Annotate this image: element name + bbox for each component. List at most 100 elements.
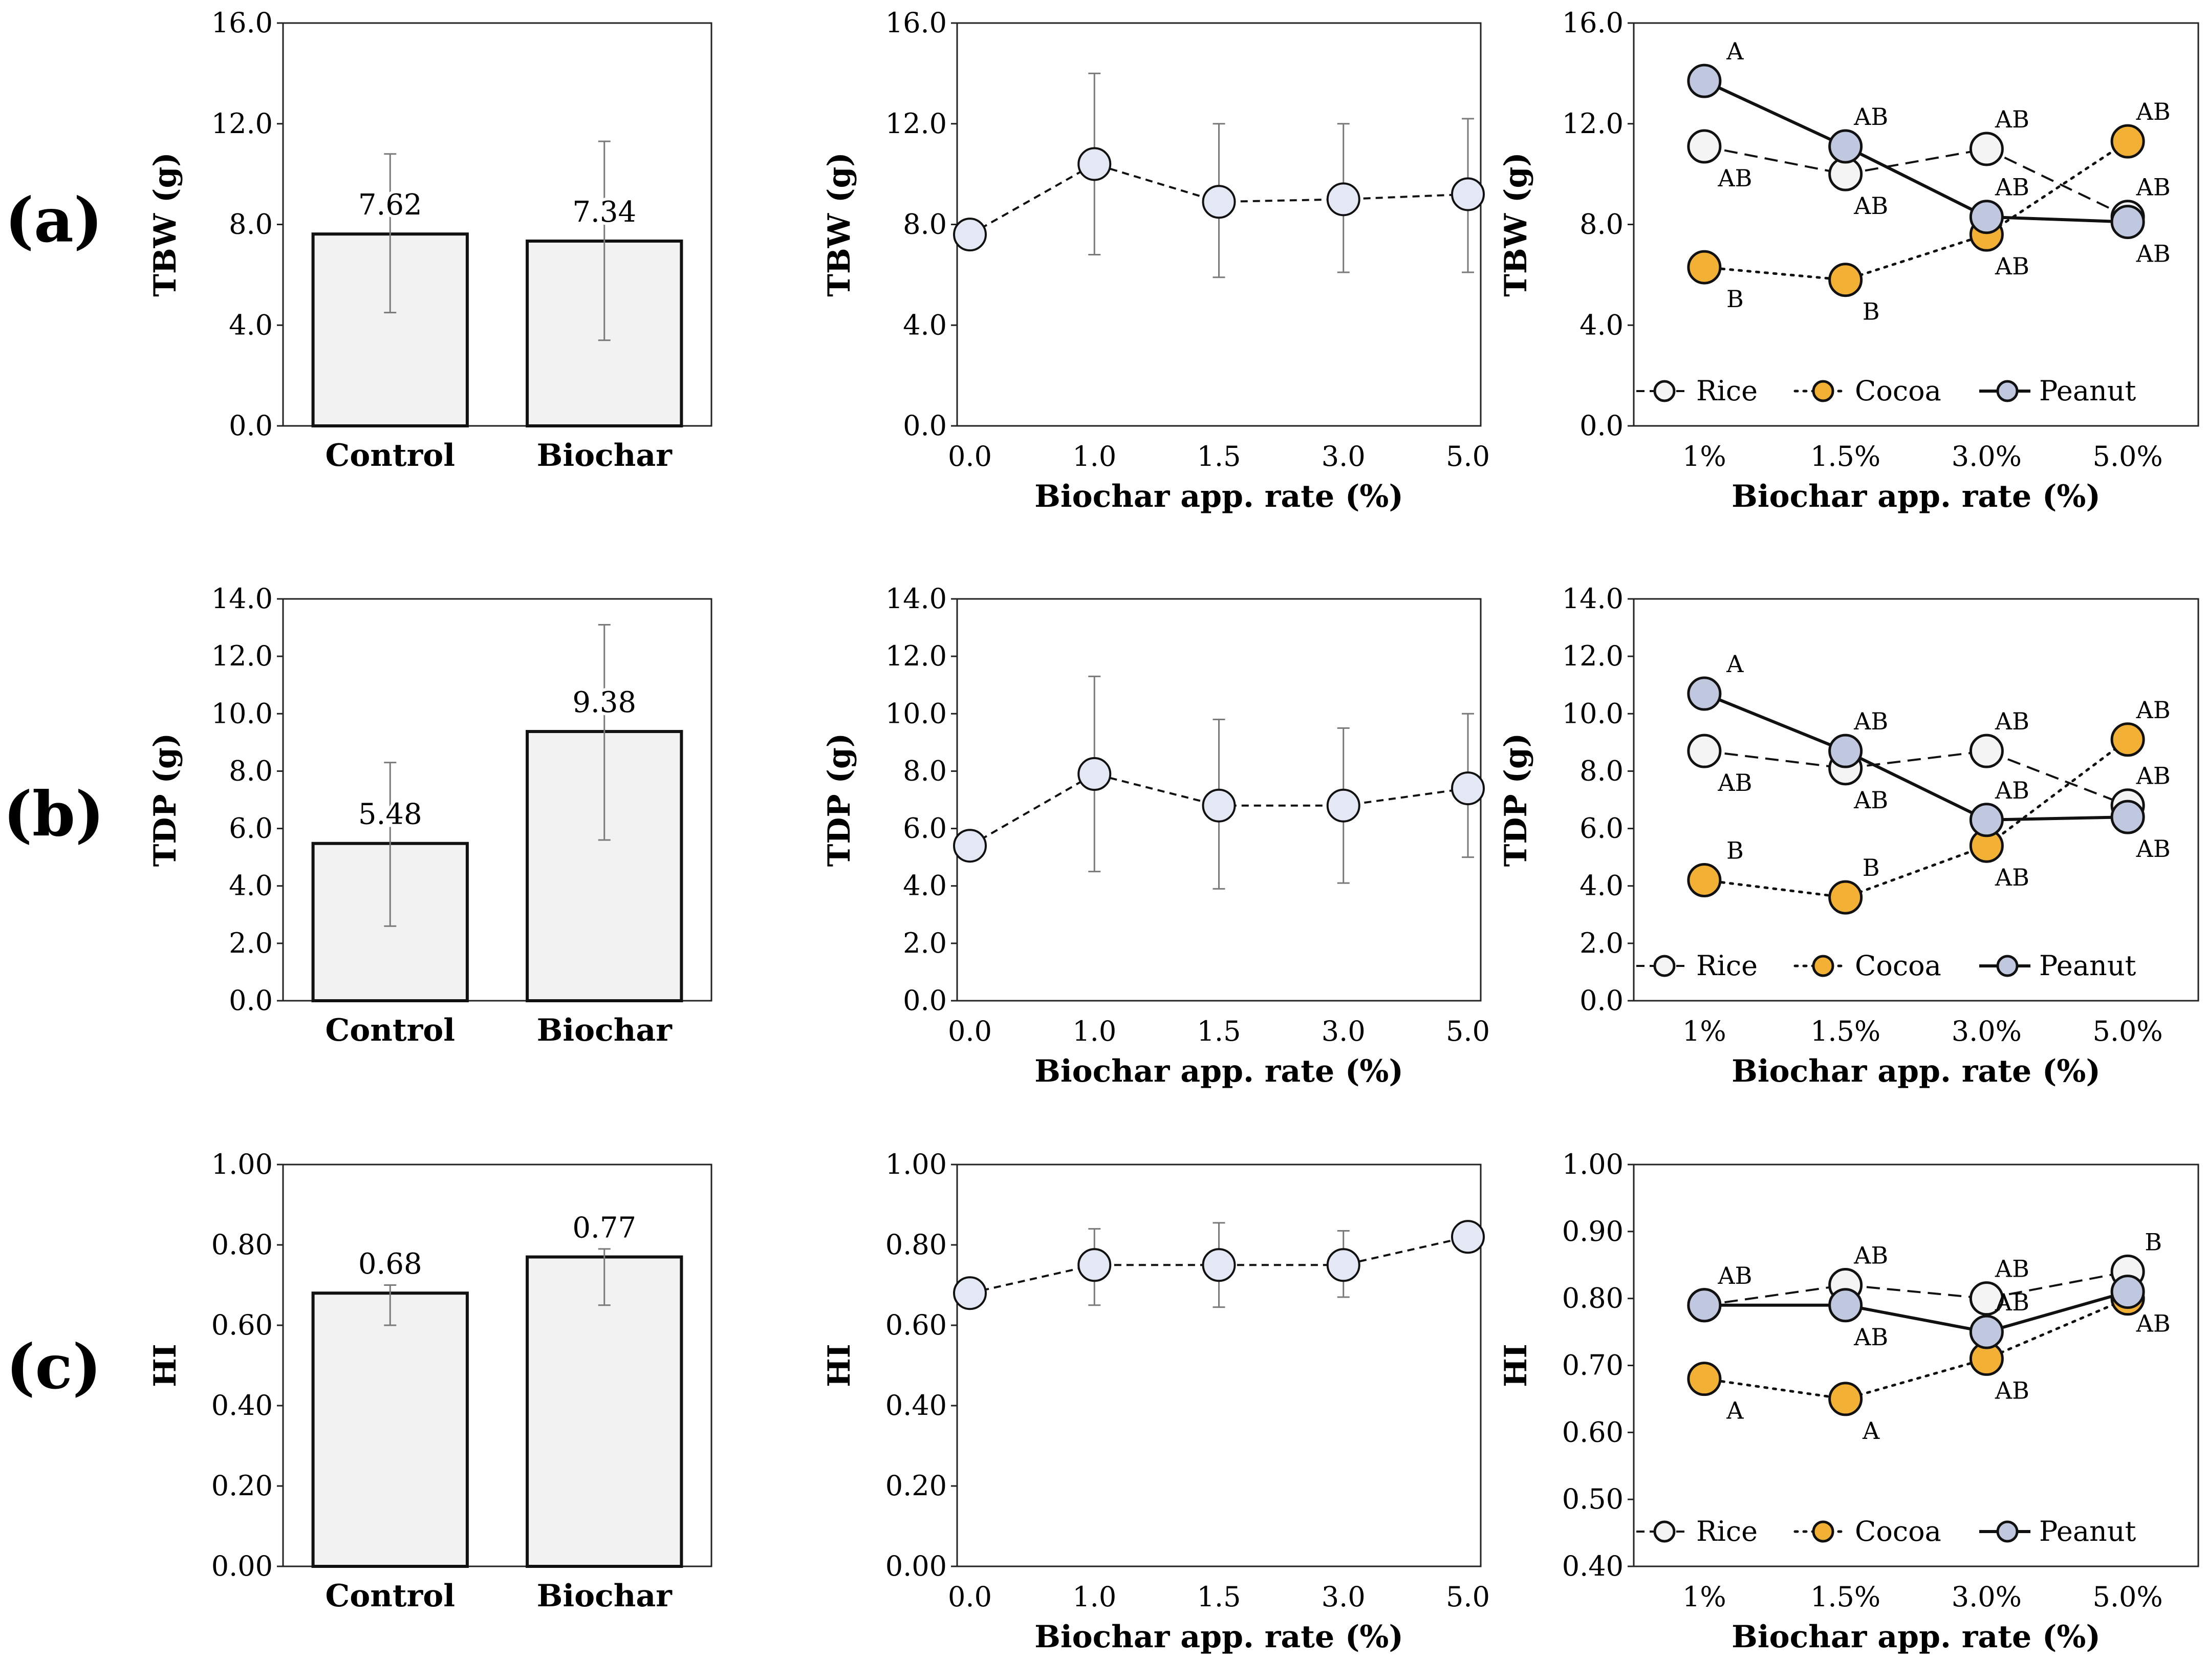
significance-letter: AB <box>1995 105 2029 133</box>
y-tick-label: 0.20 <box>885 1470 947 1502</box>
y-tick-label: 0.90 <box>1562 1215 1624 1247</box>
y-tick-label: 0.20 <box>211 1470 273 1502</box>
point-peanut <box>1828 1288 1863 1323</box>
x-tick-label: 3.0% <box>1952 440 2022 472</box>
point-cocoa <box>1687 250 1722 285</box>
point-cocoa <box>1828 263 1863 297</box>
point-peanut <box>1969 803 2004 837</box>
y-axis-title: TBW (g) <box>1498 152 1534 296</box>
legend-label-cocoa: Cocoa <box>1855 950 1941 982</box>
significance-letter: AB <box>1995 174 2029 201</box>
x-tick-label: 1% <box>1682 1581 1726 1613</box>
significance-letter: AB <box>2136 240 2171 268</box>
legend-marker-cocoa <box>1812 955 1834 977</box>
significance-letter: AB <box>1717 1262 1752 1289</box>
data-point <box>1077 147 1112 181</box>
x-tick-label: 1.5% <box>1810 1015 1880 1047</box>
y-tick-label: 12.0 <box>211 107 273 140</box>
panel-b-bar: 0.0 2.0 4.0 6.0 8.0 10.0 12.0 14.0 TDP (g) Contro… <box>147 583 712 1048</box>
x-tick-label: Biochar <box>537 1013 673 1048</box>
data-point <box>953 829 987 863</box>
legend-marker-peanut <box>1996 380 2019 402</box>
y-tick-label: 16.0 <box>211 7 273 39</box>
significance-letter: A <box>1726 650 1744 678</box>
data-point <box>1202 1248 1236 1282</box>
y-tick-label: 2.0 <box>903 927 947 959</box>
point-peanut <box>1687 676 1722 711</box>
y-tick-label: 8.0 <box>903 755 947 787</box>
legend-marker-peanut <box>1996 955 2019 977</box>
panel-b-multi: 0.0 2.0 4.0 6.0 8.0 10.0 12.0 14.0 TDP (g) 1% 1.5%… <box>1498 583 2199 1089</box>
y-tick-label: 0.60 <box>885 1309 947 1341</box>
point-peanut <box>1969 1315 2004 1349</box>
x-tick-label: 5.0 <box>1446 1581 1490 1613</box>
y-tick-label: 0.0 <box>229 410 273 442</box>
value-label: 7.62 <box>358 188 422 222</box>
y-tick-label: 0.00 <box>885 1550 947 1582</box>
point-cocoa <box>1687 863 1722 897</box>
y-tick-label: 0.60 <box>211 1309 273 1341</box>
y-axis-title: TDP (g) <box>147 733 183 867</box>
legend: Rice Cocoa Peanut <box>1636 950 2136 982</box>
point-cocoa <box>1828 1382 1863 1416</box>
x-tick-label: 1.5 <box>1197 1581 1241 1613</box>
y-tick-label: 14.0 <box>1562 583 1624 615</box>
legend-marker-rice <box>1653 955 1676 977</box>
significance-letter: B <box>1863 854 1880 881</box>
x-tick-label: 3.0% <box>1952 1015 2022 1047</box>
data-point <box>1451 177 1485 211</box>
significance-letter: B <box>2145 1228 2162 1256</box>
legend-label-cocoa: Cocoa <box>1855 1515 1941 1547</box>
y-tick-label: 0.0 <box>903 410 947 442</box>
data-point <box>1326 182 1360 217</box>
x-tick-label: 1% <box>1682 440 1726 472</box>
legend-label-rice: Rice <box>1696 950 1758 982</box>
significance-letter: AB <box>2136 1310 2171 1338</box>
series-line-peanut <box>1703 692 2128 822</box>
significance-letter: A <box>1862 1417 1880 1445</box>
y-tick-label: 1.00 <box>211 1148 273 1180</box>
significance-letter: AB <box>1995 1376 2029 1404</box>
x-tick-label: 0.0 <box>948 1015 992 1047</box>
legend-label-peanut: Peanut <box>2039 375 2136 407</box>
series-line-cocoa <box>1703 738 2129 899</box>
significance-letter: AB <box>1853 786 1888 814</box>
legend-marker-cocoa <box>1812 380 1834 402</box>
x-tick-label: 5.0% <box>2093 1581 2163 1613</box>
plot-frame <box>1633 598 2199 1002</box>
y-tick-label: 6.0 <box>1579 812 1624 845</box>
panel-b-line: 0.0 2.0 4.0 6.0 8.0 10.0 12.0 14.0 TDP (g) 0.0 1.0… <box>821 583 1490 1089</box>
x-tick-label: Biochar <box>537 1578 673 1614</box>
x-tick-label: 1.5% <box>1810 440 1880 472</box>
data-point <box>1202 185 1236 219</box>
significance-letter: AB <box>1717 164 1752 192</box>
y-axis-title: TDP (g) <box>1498 733 1534 867</box>
significance-letter: AB <box>1995 777 2029 804</box>
series-line-peanut <box>1703 79 2128 224</box>
value-label: 0.77 <box>572 1212 636 1245</box>
y-tick-label: 8.0 <box>903 208 947 241</box>
x-tick-label: 5.0% <box>2093 1015 2163 1047</box>
significance-letter: AB <box>1853 103 1888 131</box>
panel-a-multi: 0.0 4.0 8.0 12.0 16.0 TBW (g) 1% 1.5% 3.0% 5.0% Bi… <box>1498 7 2199 514</box>
legend-label-peanut: Peanut <box>2039 1515 2136 1547</box>
bar-biochar <box>526 1255 683 1568</box>
series-line-cocoa <box>1703 1297 2129 1401</box>
x-tick-label: 1.5 <box>1197 1015 1241 1047</box>
legend-marker-rice <box>1653 380 1676 402</box>
y-tick-label: 0.0 <box>903 984 947 1017</box>
x-tick-label: 1.0 <box>1072 440 1116 472</box>
y-tick-label: 10.0 <box>211 697 273 729</box>
legend-label-rice: Rice <box>1696 1515 1758 1547</box>
significance-letter: AB <box>1995 1288 2029 1316</box>
point-peanut <box>1828 734 1863 768</box>
y-tick-label: 14.0 <box>211 583 273 615</box>
y-tick-label: 6.0 <box>229 812 273 845</box>
y-tick-label: 1.00 <box>885 1148 947 1180</box>
y-tick-label: 2.0 <box>229 927 273 959</box>
y-tick-label: 14.0 <box>885 583 947 615</box>
legend: Rice Cocoa Peanut <box>1636 375 2136 407</box>
point-rice <box>1969 132 2004 166</box>
y-tick-label: 8.0 <box>229 208 273 241</box>
point-cocoa <box>2110 124 2145 159</box>
